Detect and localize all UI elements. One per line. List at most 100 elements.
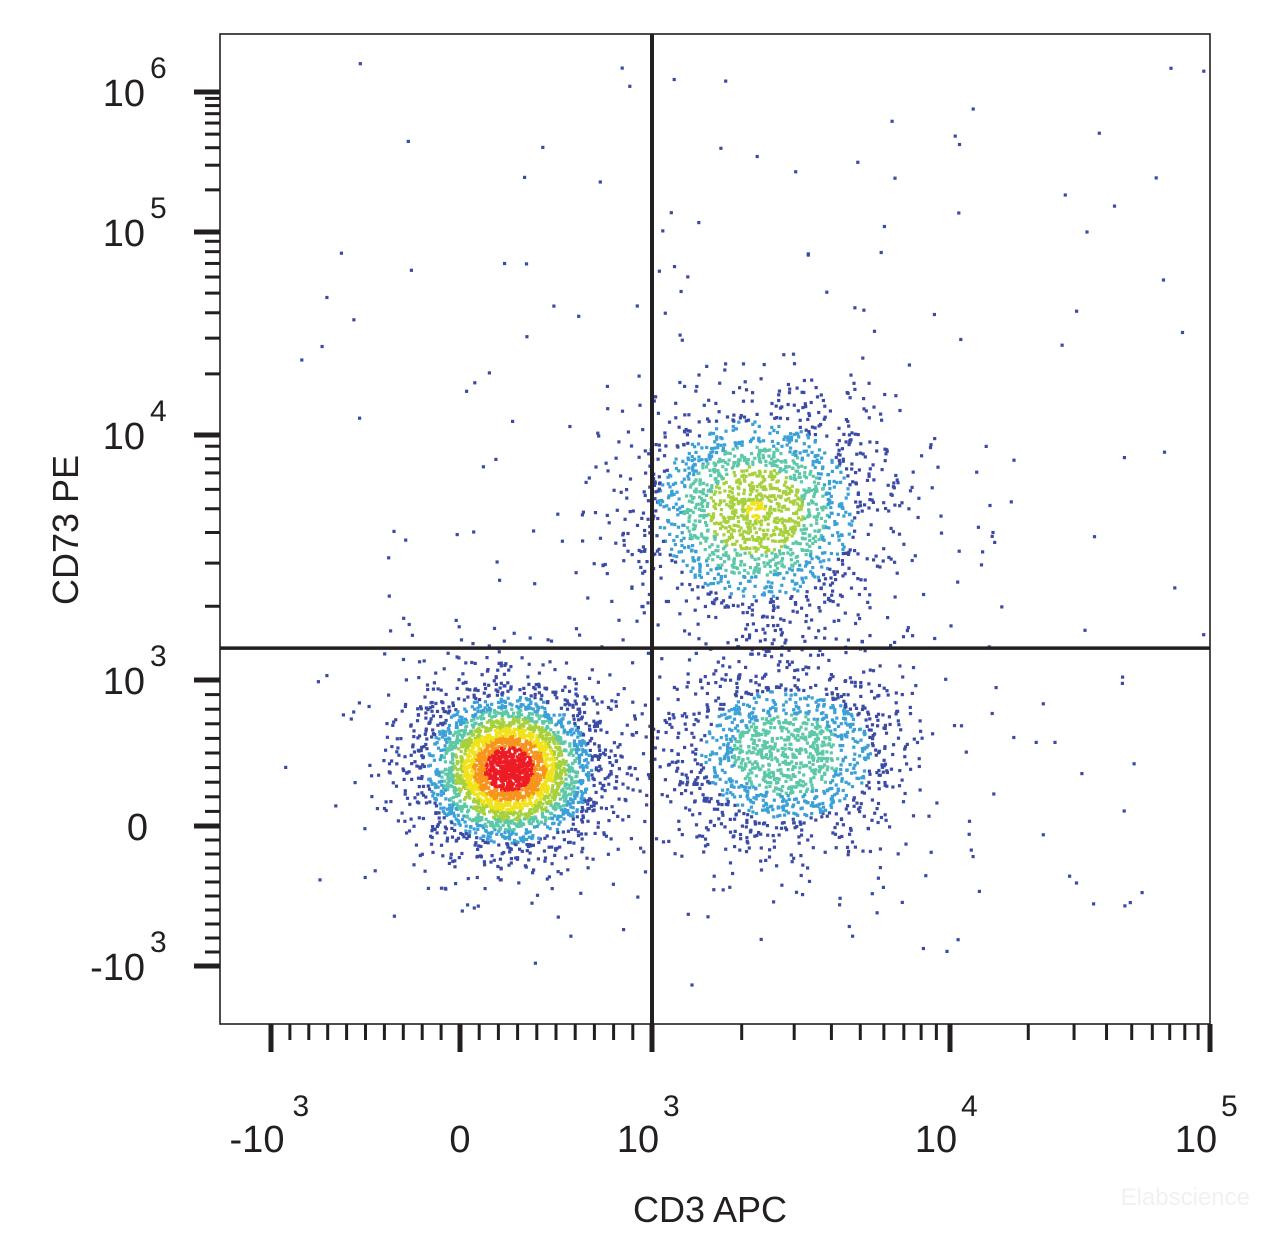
event-point bbox=[433, 785, 438, 790]
event-point bbox=[778, 589, 782, 593]
event-point bbox=[518, 769, 522, 773]
event-point bbox=[522, 784, 526, 788]
event-point bbox=[769, 570, 773, 574]
event-point bbox=[605, 730, 609, 734]
event-point bbox=[587, 778, 591, 782]
event-point bbox=[646, 499, 650, 503]
event-point bbox=[518, 688, 522, 692]
event-point bbox=[477, 777, 481, 781]
event-point bbox=[572, 731, 576, 735]
event-point bbox=[804, 490, 808, 494]
event-point bbox=[771, 608, 775, 613]
event-point bbox=[444, 710, 448, 714]
event-point bbox=[723, 489, 727, 493]
event-point bbox=[576, 731, 581, 735]
event-point bbox=[847, 443, 851, 447]
event-point bbox=[758, 472, 762, 476]
event-point bbox=[783, 435, 787, 439]
event-point bbox=[732, 497, 736, 501]
event-point bbox=[434, 701, 438, 705]
event-point bbox=[496, 700, 501, 705]
event-point bbox=[666, 482, 670, 486]
event-point bbox=[804, 428, 808, 432]
event-point bbox=[518, 847, 522, 851]
event-point bbox=[711, 581, 715, 586]
event-point bbox=[779, 545, 784, 549]
event-point bbox=[479, 721, 484, 725]
event-point bbox=[753, 420, 757, 424]
event-point bbox=[859, 578, 863, 582]
event-point bbox=[508, 846, 512, 850]
event-point bbox=[635, 619, 639, 623]
event-point bbox=[581, 815, 585, 819]
event-point bbox=[507, 750, 511, 754]
event-point bbox=[682, 477, 686, 481]
event-point bbox=[773, 469, 777, 473]
event-point bbox=[718, 684, 722, 688]
event-point bbox=[527, 802, 531, 806]
event-point bbox=[737, 529, 741, 533]
event-point bbox=[815, 555, 819, 559]
event-point bbox=[680, 833, 684, 837]
event-point bbox=[586, 771, 591, 775]
event-point bbox=[643, 533, 647, 537]
event-point bbox=[571, 753, 575, 757]
event-point bbox=[737, 462, 741, 466]
event-point bbox=[768, 431, 772, 435]
event-point bbox=[813, 586, 818, 590]
event-point bbox=[718, 381, 722, 385]
event-point bbox=[509, 665, 513, 669]
event-point bbox=[665, 504, 669, 508]
event-point bbox=[539, 741, 543, 746]
event-point bbox=[546, 718, 550, 723]
event-point bbox=[791, 459, 795, 463]
event-point bbox=[813, 465, 817, 470]
event-point bbox=[420, 754, 424, 758]
event-point bbox=[902, 542, 906, 546]
event-point bbox=[586, 866, 590, 870]
event-point bbox=[724, 429, 728, 433]
event-point bbox=[739, 544, 743, 548]
event-point bbox=[690, 588, 694, 592]
event-point bbox=[375, 807, 379, 811]
event-point bbox=[670, 522, 674, 526]
event-point bbox=[626, 786, 630, 790]
event-point bbox=[552, 796, 556, 800]
event-point bbox=[450, 821, 454, 825]
event-point bbox=[686, 441, 690, 445]
event-point bbox=[550, 787, 554, 791]
event-point bbox=[535, 752, 539, 756]
event-point bbox=[581, 779, 585, 783]
event-point bbox=[458, 715, 462, 719]
event-point bbox=[652, 483, 657, 487]
event-point bbox=[484, 786, 489, 790]
event-point bbox=[478, 762, 482, 766]
event-point bbox=[709, 568, 713, 572]
event-point bbox=[850, 462, 854, 466]
event-point bbox=[438, 802, 442, 806]
event-point bbox=[787, 497, 791, 501]
event-point bbox=[431, 794, 435, 798]
event-point bbox=[913, 554, 917, 558]
event-point bbox=[316, 680, 320, 684]
event-point bbox=[529, 822, 534, 826]
event-point bbox=[579, 796, 583, 800]
event-point bbox=[459, 722, 463, 726]
event-point bbox=[434, 804, 439, 808]
event-point bbox=[571, 705, 575, 709]
event-point bbox=[440, 779, 444, 783]
event-point bbox=[482, 800, 486, 804]
event-point bbox=[521, 703, 525, 707]
event-point bbox=[657, 547, 661, 551]
event-point bbox=[668, 485, 672, 489]
event-point bbox=[485, 764, 489, 768]
event-point bbox=[706, 571, 710, 575]
event-point bbox=[492, 757, 496, 762]
event-point bbox=[608, 761, 612, 765]
event-point bbox=[786, 507, 790, 511]
event-point bbox=[809, 570, 813, 574]
event-point bbox=[707, 398, 711, 402]
event-point bbox=[394, 784, 399, 788]
event-point bbox=[739, 559, 743, 563]
event-point bbox=[568, 792, 572, 796]
